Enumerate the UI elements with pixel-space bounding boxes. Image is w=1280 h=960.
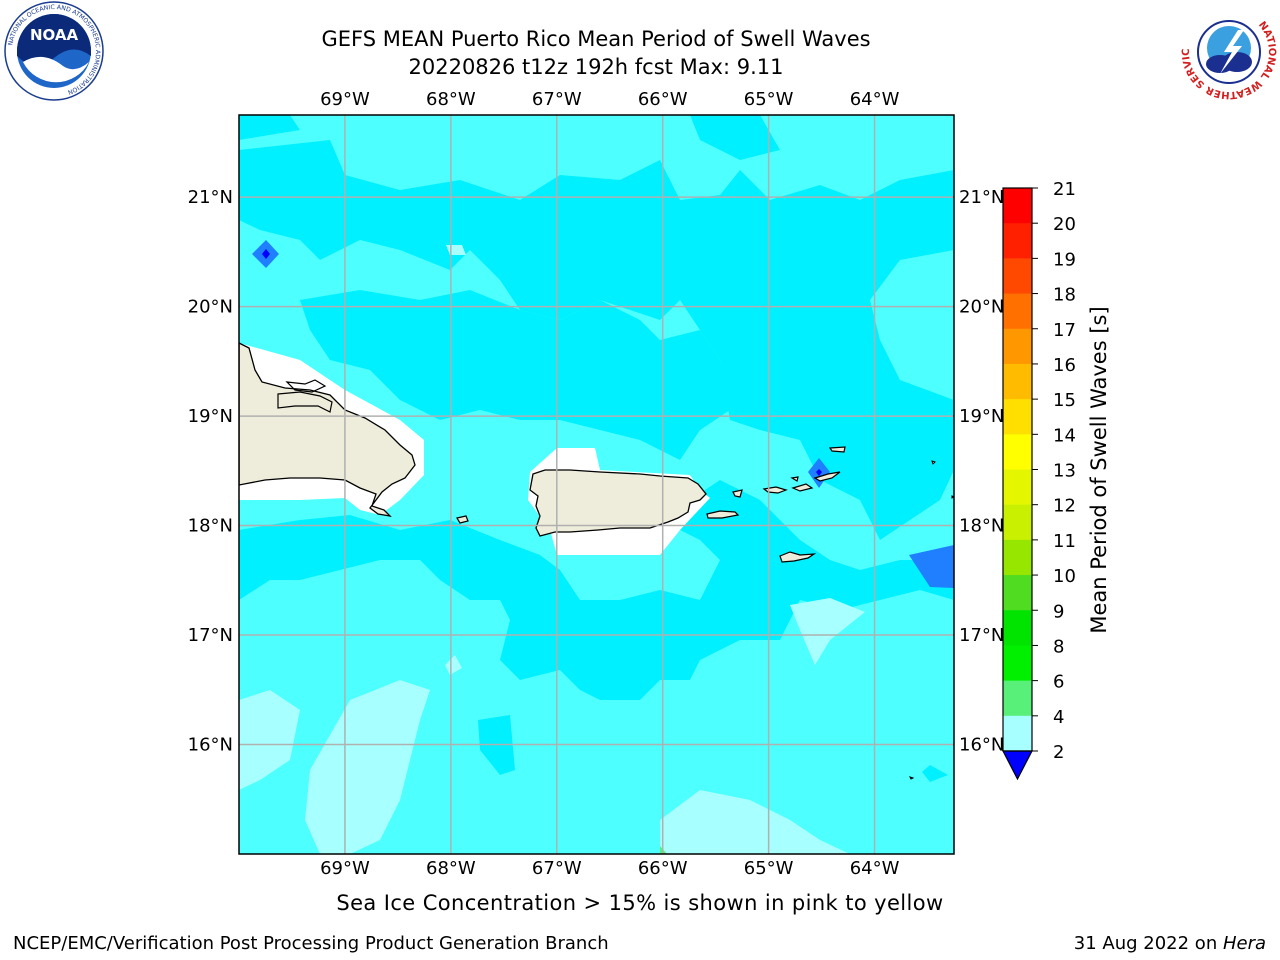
noaa-logo-text: NOAA [30,26,79,44]
colorbar-tick-label: 13 [1053,461,1076,482]
st-john-island [790,476,799,482]
credit-right: 31 Aug 2022 on Hera [1074,933,1266,954]
hispaniola-north-coast [277,391,333,413]
longitude-labels-top: 69°W 68°W 67°W 66°W 65°W 64°W [320,89,900,110]
colorbar-segment [1003,223,1032,259]
colorbar-segment [1003,610,1032,646]
credit-date: 31 Aug 2022 on [1073,933,1223,954]
lat-label-right: 20°N [959,297,1004,318]
colorbar-segment [1003,715,1032,752]
lon-label-bottom: 69°W [320,858,370,879]
chart-subtitle: 20220826 t12z 192h fcst Max: 9.11 [408,55,784,79]
anguilla-island [931,460,936,465]
colorbar-tick-label: 4 [1053,707,1064,728]
period-band-6-8 [239,115,954,782]
period-band-9-10 [660,846,667,854]
lat-label-left: 18°N [188,516,233,537]
lat-label-left: 16°N [188,735,233,756]
colorbar-segment [1003,680,1032,717]
lon-label-top: 64°W [850,89,900,110]
colorbar-tick-label: 15 [1053,390,1076,411]
lat-label-left: 20°N [188,297,233,318]
map-frame [238,114,955,855]
lat-label-left: 21°N [188,187,233,208]
tortola-island [791,483,814,492]
colorbar-segment [1003,188,1032,224]
colorbar-segment [1003,293,1032,330]
colorbar-segment [1003,539,1032,576]
colorbar-segment [1003,258,1032,295]
colorbar-tick-label: 18 [1053,285,1076,306]
anegada-island [828,446,846,453]
colorbar-tick-label: 21 [1053,179,1076,200]
nws-logo: NATIONAL WEATHER SERVICE [1180,0,1277,100]
colorbar-segment [1003,363,1032,400]
culebra-island [732,489,743,498]
colorbar-tick-labels: 21 20 19 18 17 16 15 14 13 12 11 10 9 8 6 4 2 [1032,179,1076,763]
lon-label-top: 66°W [638,89,688,110]
colorbar-segment [1003,575,1032,611]
period-band-2-4 [252,240,954,588]
lon-label-bottom: 67°W [532,858,582,879]
colorbar-tick-label: 6 [1053,672,1064,693]
lon-label-bottom: 65°W [744,858,794,879]
colorbar-tick-label: 14 [1053,425,1076,446]
colorbar-tick-label: 20 [1053,214,1076,235]
lat-label-left: 19°N [188,406,233,427]
colorbar-label: Mean Period of Swell Waves [s] [1087,306,1111,633]
colorbar-tick-label: 11 [1053,531,1076,552]
lon-label-bottom: 64°W [850,858,900,879]
colorbar-tick-label: 16 [1053,355,1076,376]
colorbar-segment [1003,434,1032,470]
colorbar-tick-label: 8 [1053,636,1064,657]
footnote: Sea Ice Concentration > 15% is shown in … [336,891,944,915]
colorbar-tick-label: 10 [1053,566,1076,587]
credit-left: NCEP/EMC/Verification Post Processing Pr… [13,933,609,954]
lat-label-right: 18°N [959,516,1004,537]
colorbar-tick-label: 12 [1053,496,1076,517]
lat-label-right: 19°N [959,406,1004,427]
lon-label-top: 65°W [744,89,794,110]
chart-title: GEFS MEAN Puerto Rico Mean Period of Swe… [321,27,871,51]
saba-island [909,776,915,780]
credit-host: Hera [1222,933,1266,954]
lon-label-bottom: 66°W [638,858,688,879]
st-croix-island [779,551,817,563]
islet [951,495,954,499]
lat-label-right: 17°N [959,625,1004,646]
colorbar-segment [1003,399,1032,435]
colorbar [1002,187,1033,781]
period-band-8-9 [239,245,865,854]
latitude-labels-right: 21°N 20°N 19°N 18°N 17°N 16°N [959,187,1004,755]
lon-label-top: 69°W [320,89,370,110]
colorbar-tick-label: 9 [1053,601,1064,622]
lat-label-right: 16°N [959,735,1004,756]
colorbar-segment [1003,645,1032,682]
graticule [239,115,954,854]
lon-label-top: 68°W [426,89,476,110]
colorbar-tick-label: 19 [1053,249,1076,270]
colorbar-segment [1003,328,1032,365]
lat-label-left: 17°N [188,625,233,646]
colorbar-segment [1003,469,1032,506]
noaa-logo: NOAA NATIONAL OCEANIC AND ATMOSPHERIC AD… [4,1,104,101]
lon-label-bottom: 68°W [426,858,476,879]
st-thomas-island [762,486,788,494]
lon-label-top: 67°W [532,89,582,110]
longitude-labels-bottom: 69°W 68°W 67°W 66°W 65°W 64°W [320,858,900,879]
vieques-island [706,510,740,519]
swell-period-field [239,115,954,854]
lat-label-right: 21°N [959,187,1004,208]
latitude-labels-left: 21°N 20°N 19°N 18°N 17°N 16°N [188,187,233,755]
colorbar-extend-arrow [1002,750,1033,781]
colorbar-segment [1003,504,1032,541]
mona-island [456,515,469,524]
colorbar-tick-label: 17 [1053,320,1076,341]
colorbar-tick-label: 2 [1053,742,1064,763]
hispaniola-landmass [239,342,416,517]
virgin-gorda-island [813,471,841,482]
